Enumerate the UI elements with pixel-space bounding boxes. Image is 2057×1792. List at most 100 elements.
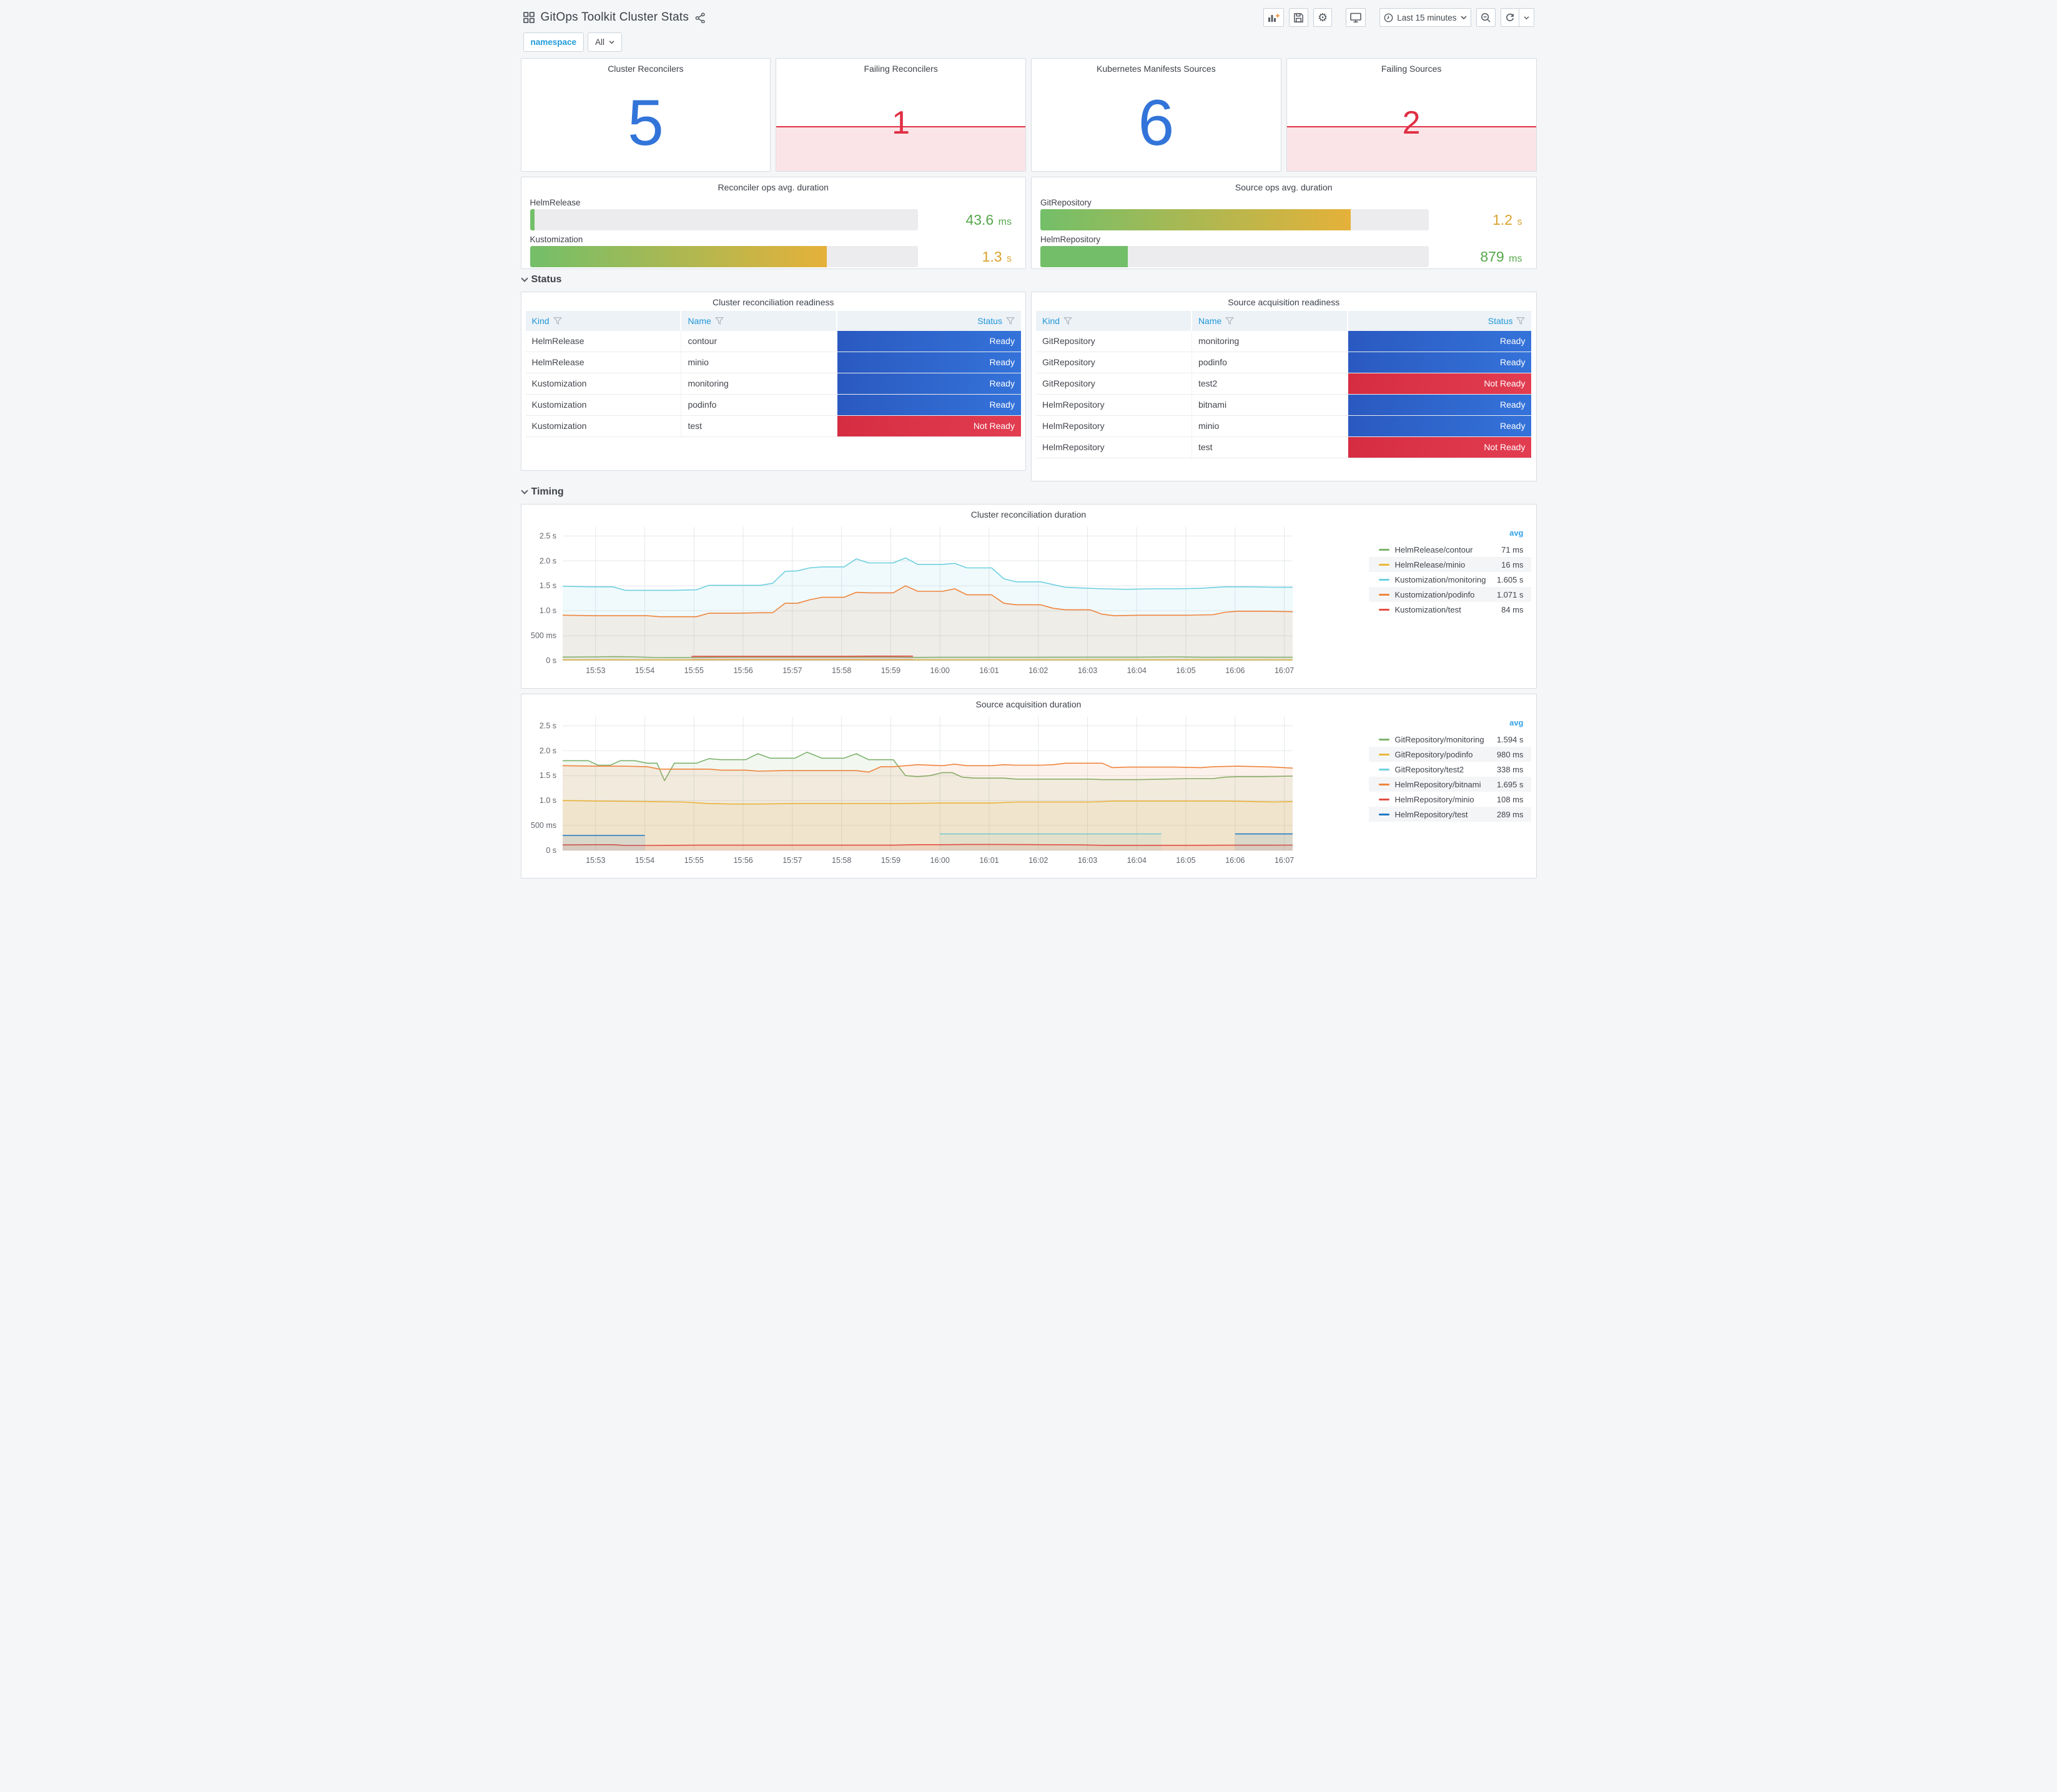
filter-funnel-icon[interactable] [553, 317, 562, 325]
column-header-label: Name [1198, 316, 1222, 326]
table-panel: Source acquisition readiness Kind Name S… [1031, 292, 1537, 481]
gauge-row: HelmRepository 879 ms [1040, 235, 1527, 267]
filter-funnel-icon[interactable] [1005, 317, 1015, 325]
svg-text:1.5 s: 1.5 s [539, 771, 556, 780]
filter-funnel-icon[interactable] [1225, 317, 1235, 325]
table-row: Kustomization test Not Ready [525, 416, 1021, 437]
svg-text:0 s: 0 s [546, 656, 556, 665]
cell-status: Not Ready [837, 416, 1021, 436]
series-color-swatch [1378, 593, 1389, 596]
gauge-track [530, 209, 918, 230]
gauge-row: GitRepository 1.2 s [1040, 198, 1527, 230]
stat-panel-title[interactable]: Failing Sources [1381, 64, 1442, 74]
legend-item[interactable]: GitRepository/podinfo 980 ms [1368, 747, 1531, 762]
column-header-label: Name [688, 316, 711, 326]
dashboard-settings-button[interactable]: ⚙ [1313, 8, 1333, 27]
column-header[interactable]: Status [1348, 311, 1532, 331]
dashboards-grid-icon [523, 12, 535, 23]
series-avg-value: 71 ms [1501, 544, 1524, 554]
tv-mode-button[interactable] [1346, 8, 1366, 27]
save-dashboard-button[interactable] [1289, 8, 1309, 27]
gauge-fill [530, 246, 827, 267]
table-panel-title[interactable]: Cluster reconciliation readiness [712, 297, 834, 307]
svg-text:15:57: 15:57 [782, 666, 802, 675]
legend-item[interactable]: HelmRepository/test 289 ms [1368, 807, 1531, 822]
stat-panel-title[interactable]: Cluster Reconcilers [608, 64, 684, 74]
cell-status: Ready [837, 373, 1021, 394]
filter-funnel-icon[interactable] [1063, 317, 1073, 325]
time-range-picker[interactable]: Last 15 minutes [1379, 8, 1471, 27]
column-header[interactable]: Kind [1036, 311, 1192, 331]
cell-name: contour [681, 331, 838, 352]
gauge-fill [1040, 209, 1351, 230]
column-header[interactable]: Name [1191, 311, 1348, 331]
legend-avg-header[interactable]: avg [1509, 528, 1524, 538]
section-status[interactable]: Status [520, 274, 1536, 285]
svg-text:16:06: 16:06 [1225, 856, 1245, 865]
legend-item[interactable]: GitRepository/test2 338 ms [1369, 762, 1531, 777]
column-header[interactable]: Kind [525, 311, 682, 331]
refresh-button[interactable] [1500, 8, 1519, 27]
cell-status: Ready [1348, 395, 1532, 415]
stat-panel: Failing Reconcilers 1 [776, 58, 1026, 172]
share-icon[interactable] [695, 12, 706, 23]
chart-panel-title[interactable]: Cluster reconciliation duration [970, 510, 1087, 519]
threshold-band [776, 126, 1025, 171]
series-name: Kustomization/monitoring [1394, 574, 1486, 584]
legend-item[interactable]: HelmRepository/minio 108 ms [1369, 792, 1531, 807]
cell-kind: Kustomization [526, 373, 682, 394]
stat-panel-title[interactable]: Failing Reconcilers [864, 64, 938, 74]
table-header-row: Kind Name Status [1036, 311, 1532, 331]
zoom-out-button[interactable] [1476, 8, 1496, 27]
cell-kind: HelmRelease [526, 352, 682, 373]
svg-text:15:56: 15:56 [733, 666, 752, 675]
legend-item[interactable]: Kustomization/test 84 ms [1369, 602, 1531, 617]
column-header[interactable]: Status [837, 311, 1021, 331]
series-name: HelmRelease/contour [1394, 544, 1473, 554]
stat-value: 2 [1402, 104, 1421, 141]
table-panel-title[interactable]: Source acquisition readiness [1228, 297, 1340, 307]
zoom-out-icon [1481, 12, 1491, 22]
legend-item[interactable]: GitRepository/monitoring 1.594 s [1369, 732, 1531, 747]
legend-item[interactable]: Kustomization/monitoring 1.605 s [1369, 572, 1531, 587]
legend-item[interactable]: Kustomization/podinfo 1.071 s [1368, 587, 1531, 602]
stat-panel-title[interactable]: Kubernetes Manifests Sources [1097, 64, 1216, 74]
gauge-value: 1.2 s [1492, 211, 1522, 228]
series-color-swatch [1378, 813, 1389, 815]
legend-item[interactable]: HelmRelease/minio 16 ms [1368, 557, 1531, 572]
cell-name: monitoring [1192, 331, 1348, 352]
dashboard: GitOps Toolkit Cluster Stats [515, 0, 1543, 890]
legend-item[interactable]: HelmRelease/contour 71 ms [1369, 542, 1531, 557]
gauge-panel-title[interactable]: Source ops avg. duration [1235, 182, 1333, 192]
filter-funnel-icon[interactable] [1516, 317, 1526, 325]
svg-text:15:53: 15:53 [586, 856, 605, 865]
series-name: GitRepository/monitoring [1394, 734, 1484, 744]
gauge-value: 43.6 ms [965, 211, 1012, 228]
variable-namespace-value-dropdown[interactable]: All [588, 32, 623, 52]
legend-avg-header[interactable]: avg [1509, 718, 1524, 727]
svg-text:15:58: 15:58 [832, 856, 851, 865]
gauge-panel-title[interactable]: Reconciler ops avg. duration [718, 182, 829, 192]
cell-name: podinfo [681, 395, 838, 415]
svg-text:500 ms: 500 ms [531, 821, 556, 830]
svg-text:0 s: 0 s [546, 846, 556, 855]
filter-funnel-icon[interactable] [714, 317, 724, 325]
svg-text:15:59: 15:59 [881, 666, 900, 675]
monitor-icon [1350, 12, 1361, 22]
svg-text:16:02: 16:02 [1028, 666, 1048, 675]
series-avg-value: 289 ms [1496, 809, 1524, 819]
gauge-track [1040, 246, 1429, 267]
series-name: HelmRelease/minio [1394, 559, 1466, 569]
svg-text:16:05: 16:05 [1176, 856, 1195, 865]
column-header[interactable]: Name [681, 311, 838, 331]
add-panel-button[interactable] [1263, 8, 1285, 27]
legend-item[interactable]: HelmRepository/bitnami 1.695 s [1368, 777, 1531, 792]
chart-panel-title[interactable]: Source acquisition duration [975, 699, 1082, 709]
stat-panel: Kubernetes Manifests Sources 6 [1031, 58, 1281, 172]
variable-namespace-label: namespace [523, 32, 585, 52]
section-timing[interactable]: Timing [520, 486, 1536, 498]
series-color-swatch [1378, 783, 1389, 785]
stat-value: 1 [892, 104, 910, 141]
timeseries-panel: Cluster reconciliation duration 0 s 500 m… [520, 504, 1537, 689]
refresh-interval-dropdown[interactable] [1519, 8, 1534, 27]
